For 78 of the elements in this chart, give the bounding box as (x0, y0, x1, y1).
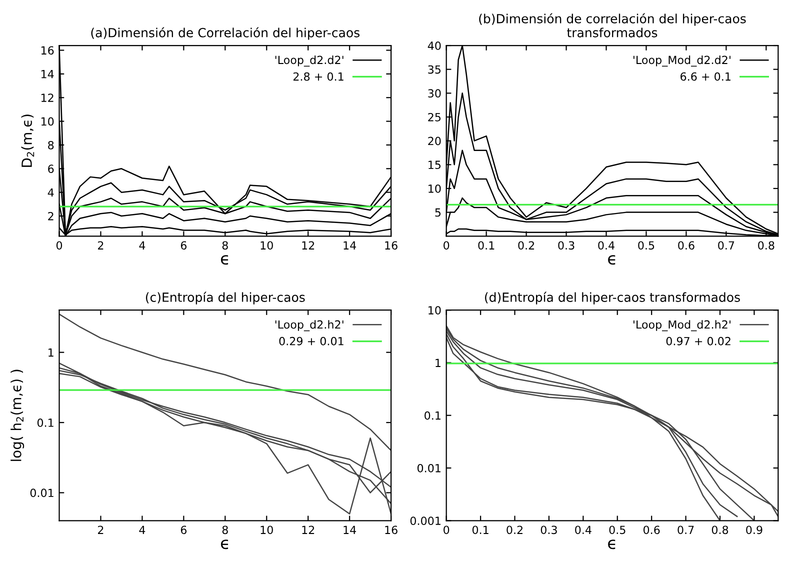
x-tick-label: 16 (385, 241, 398, 250)
legend-label: 'Loop_Mod_d2.h2' (633, 320, 730, 332)
y-tick-label: 0.001 (410, 516, 440, 526)
y-tick-label: 6 (48, 164, 54, 174)
x-tick-label: 0.2 (506, 526, 522, 534)
legend-label: 'Loop_Mod_d2.d2' (633, 56, 730, 67)
chart-title: (a)Dimensión de Correlación del hiper-caos (91, 27, 360, 40)
x-tick-label: 0.6 (678, 241, 694, 250)
legend-label: 'Loop_d2.h2' (275, 320, 344, 332)
y-tick-label: 8 (48, 140, 54, 150)
chart-title: (b)Dimensión de correlación del hiper-caos transformados (479, 13, 746, 38)
y-axis-title: D$_{2}$(m,ϵ) (21, 114, 34, 167)
legend-label: 2.8 + 0.1 (293, 72, 344, 81)
x-tick-label: 8 (222, 526, 228, 534)
y-tick-label: 40 (428, 41, 441, 50)
x-tick-label: 0.7 (718, 241, 734, 250)
y-tick-label: 0.1 (37, 418, 54, 427)
y-tick-label: 1 (48, 348, 54, 357)
y-tick-label: 10 (41, 117, 54, 126)
y-tick-label: 12 (41, 94, 54, 102)
x-tick-label: 0.7 (678, 526, 694, 534)
y-tick-label: 2 (48, 212, 54, 220)
y-tick-label: 10 (428, 184, 441, 193)
y-tick-label: 10 (428, 306, 441, 314)
x-tick-label: 0.1 (478, 241, 494, 250)
legend-label: 'Loop_d2.d2' (275, 56, 344, 67)
legend-label: 0.97 + 0.02 (666, 336, 730, 346)
x-tick-label: 10 (260, 241, 273, 250)
legend-label: 6.6 + 0.1 (680, 72, 730, 81)
x-tick-label: 0.3 (558, 241, 574, 250)
y-tick-label: 30 (428, 89, 441, 98)
x-tick-label: 8 (222, 241, 228, 250)
x-tick-label: 2 (98, 241, 104, 250)
y-tick-label: 5 (435, 208, 441, 217)
x-tick-label: 0.4 (575, 526, 592, 534)
x-tick-label: 0.6 (643, 526, 660, 534)
y-tick-label: 0.1 (424, 411, 440, 420)
x-axis-title: ϵ (220, 540, 228, 550)
x-tick-label: 14 (344, 241, 356, 250)
x-tick-label: 0.1 (472, 526, 488, 534)
x-tick-label: 2 (98, 526, 104, 534)
x-tick-label: 0 (444, 241, 450, 250)
x-tick-label: 0.5 (609, 526, 626, 534)
y-tick-label: 35 (428, 65, 441, 74)
y-tick-label: 1 (436, 358, 440, 367)
x-axis-title: ϵ (220, 255, 228, 265)
chart-title: (c)Entropía del hiper-caos (146, 292, 305, 304)
x-tick-label: 0.5 (638, 241, 654, 250)
x-tick-label: 4 (139, 526, 146, 534)
x-tick-label: 0 (444, 526, 450, 534)
x-axis-title: ϵ (608, 540, 616, 550)
x-tick-label: 16 (385, 526, 398, 534)
chart-title: (d)Entropía del hiper-caos transformados (485, 292, 740, 304)
x-tick-label: 10 (260, 526, 273, 534)
x-tick-label: 0 (56, 241, 62, 250)
y-tick-label: 14 (41, 70, 54, 78)
x-tick-label: 12 (302, 241, 314, 250)
x-tick-label: 0.2 (518, 241, 534, 250)
y-axis-title: log( h$_{2}$(m,ϵ) ) (10, 370, 24, 461)
x-tick-label: 0.8 (758, 241, 774, 250)
x-tick-label: 4 (139, 241, 146, 250)
x-axis-title: ϵ (608, 255, 616, 265)
y-tick-label: 16 (41, 46, 54, 55)
y-tick-label: 25 (428, 112, 441, 122)
x-tick-label: 6 (180, 241, 187, 250)
x-tick-label: 12 (302, 526, 314, 534)
x-tick-label: 0.3 (540, 526, 557, 534)
x-tick-label: 0.4 (598, 241, 614, 250)
y-tick-label: 15 (428, 160, 441, 170)
x-tick-label: 0.9 (746, 526, 762, 534)
x-tick-label: 14 (344, 526, 356, 534)
y-tick-label: 20 (428, 136, 441, 146)
y-tick-label: 0.01 (417, 464, 440, 472)
y-tick-label: 0.01 (30, 488, 54, 498)
y-tick-label: 4 (48, 188, 54, 197)
legend-label: 0.29 + 0.01 (279, 336, 344, 346)
x-tick-label: 6 (180, 526, 187, 534)
x-tick-label: 0.8 (712, 526, 728, 534)
